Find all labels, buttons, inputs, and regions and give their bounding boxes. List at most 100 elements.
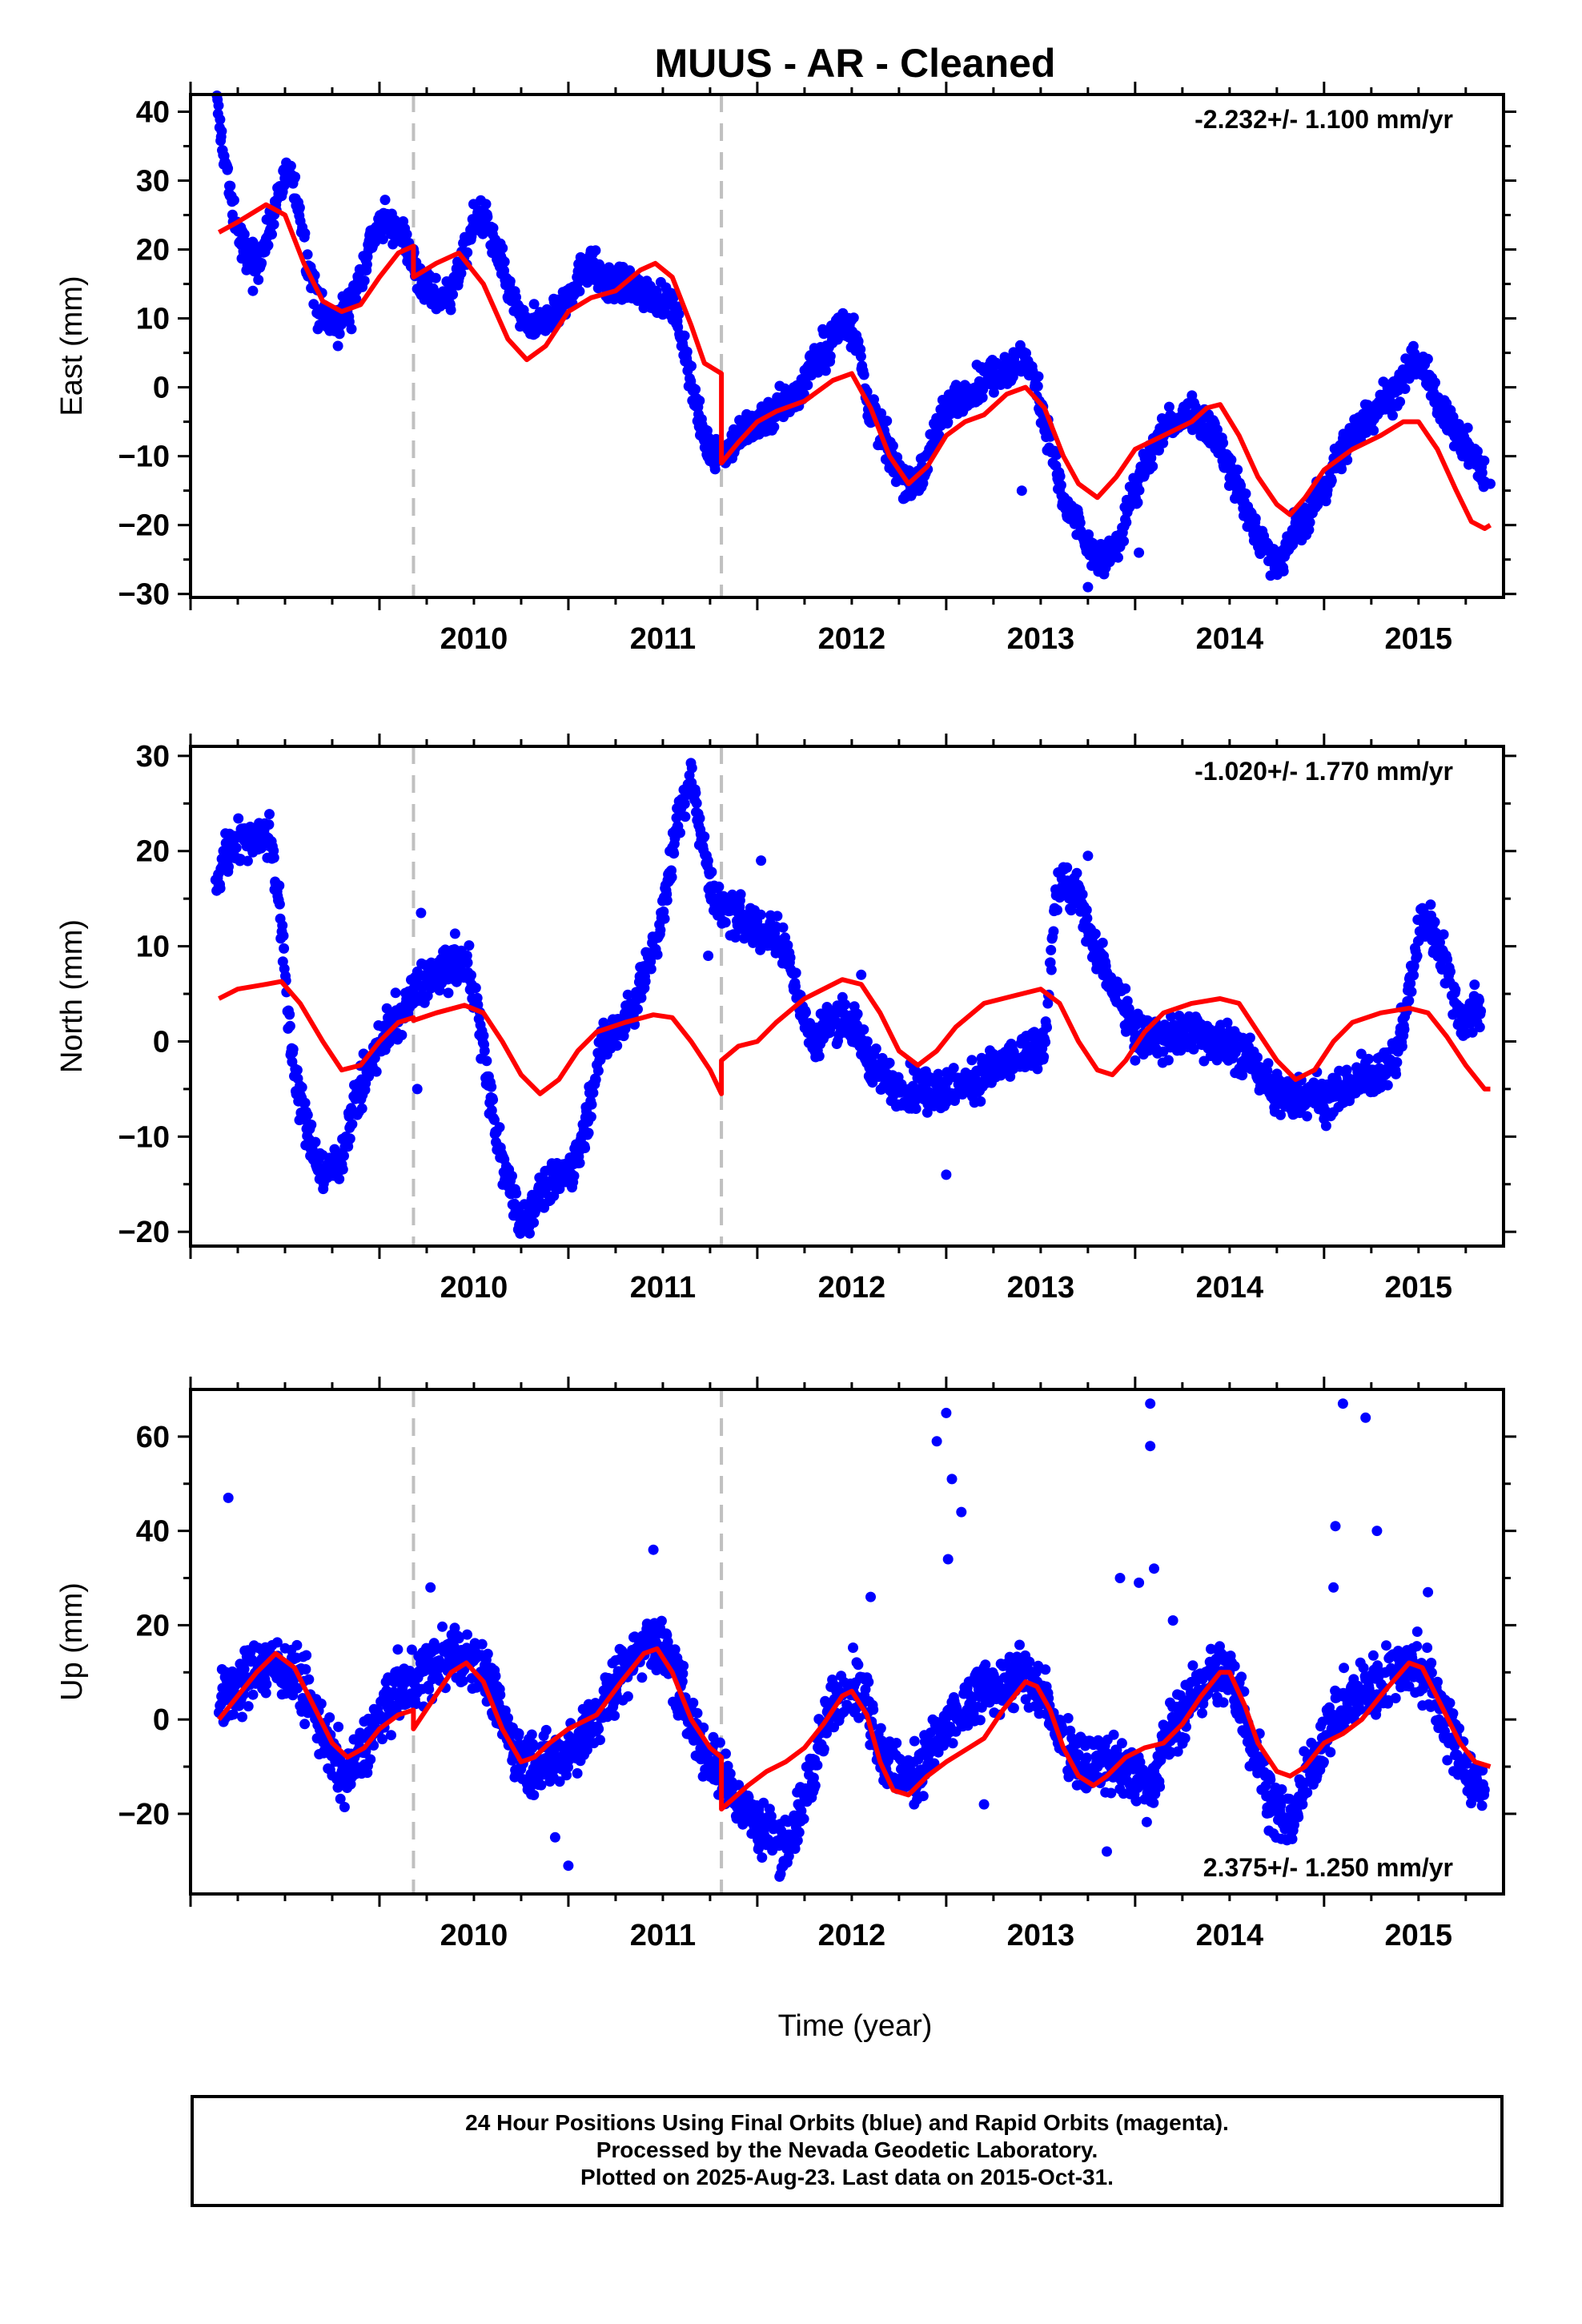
x-tick-label: 2013 (1007, 1271, 1075, 1305)
data-point (691, 798, 702, 809)
outlier-point (1134, 547, 1145, 558)
data-point (820, 365, 831, 376)
data-point (813, 1051, 825, 1062)
data-point (1113, 552, 1123, 563)
data-point (1046, 944, 1057, 955)
data-point (1250, 513, 1261, 524)
data-point (690, 384, 701, 395)
data-point (284, 1009, 295, 1020)
data-point (1438, 929, 1449, 940)
data-point (592, 1065, 604, 1076)
data-point (966, 1055, 978, 1066)
data-point (790, 967, 801, 979)
data-point (261, 1679, 272, 1690)
data-point (263, 819, 275, 830)
data-point (524, 1228, 535, 1239)
data-point (1469, 979, 1480, 991)
data-point (239, 229, 250, 239)
data-point (443, 987, 454, 999)
outlier-point (703, 951, 714, 961)
data-point (231, 842, 242, 854)
data-point (1051, 449, 1062, 460)
data-point (302, 1109, 313, 1120)
data-point (306, 1120, 317, 1130)
data-point (1411, 951, 1423, 962)
data-point (333, 1721, 344, 1732)
data-point (1472, 446, 1483, 456)
data-point (679, 330, 690, 341)
data-point (1212, 424, 1223, 436)
data-point (675, 827, 685, 838)
data-point (855, 351, 866, 362)
outlier-point (941, 1169, 952, 1180)
y-tick-label: −20 (118, 509, 170, 543)
data-point (1399, 1023, 1410, 1035)
data-point (1240, 489, 1251, 499)
data-point (379, 195, 391, 206)
data-point (504, 275, 516, 287)
data-point (228, 1709, 239, 1720)
data-point (351, 294, 362, 304)
data-point (1120, 983, 1131, 994)
y-tick-label: 10 (136, 303, 170, 336)
data-point (977, 392, 988, 403)
data-point (448, 289, 459, 300)
data-point (1395, 396, 1406, 408)
data-point (486, 1105, 497, 1116)
data-point (1429, 916, 1440, 927)
data-point (215, 114, 226, 125)
y-tick-label: 20 (136, 234, 170, 267)
data-point (1474, 995, 1485, 1006)
data-point (1450, 984, 1461, 995)
data-point (666, 871, 677, 883)
data-point (881, 416, 893, 427)
data-point (371, 1066, 382, 1077)
data-point (1278, 565, 1289, 577)
data-point (401, 229, 412, 240)
data-point (1052, 904, 1062, 915)
data-point (499, 256, 510, 267)
data-point (1479, 455, 1490, 466)
data-point (449, 928, 460, 939)
data-point (359, 275, 370, 286)
data-point (264, 809, 275, 820)
data-point (861, 1036, 873, 1047)
y-tick-label: 30 (136, 165, 170, 199)
data-point (711, 433, 721, 444)
data-point (1054, 471, 1066, 482)
data-point (1062, 862, 1073, 873)
data-point (225, 180, 236, 191)
data-point (574, 1157, 585, 1168)
x-tick-label: 2011 (630, 1271, 696, 1305)
data-point (462, 247, 473, 258)
data-point (294, 202, 305, 213)
data-point (1162, 1055, 1174, 1066)
data-point (279, 943, 290, 954)
data-point (457, 1675, 468, 1687)
data-point (365, 1754, 376, 1765)
y-tick-label: 40 (136, 96, 170, 130)
data-point (1304, 517, 1315, 528)
data-point (1425, 899, 1436, 911)
data-point (482, 211, 493, 223)
y-tick-label: 20 (136, 835, 170, 869)
data-point (1430, 377, 1440, 388)
data-point (476, 1638, 488, 1650)
data-point (690, 787, 701, 798)
data-point (730, 932, 741, 943)
data-point (466, 231, 477, 242)
x-tick-label: 2010 (440, 622, 508, 656)
data-point (344, 1133, 355, 1144)
data-point (887, 440, 898, 452)
data-point (699, 831, 710, 842)
data-point (590, 1074, 601, 1085)
data-point (645, 963, 656, 975)
data-point (659, 913, 670, 924)
data-point (1046, 964, 1057, 975)
data-point (334, 328, 345, 340)
data-point (574, 286, 585, 297)
data-point (884, 1057, 895, 1068)
data-point (785, 952, 796, 963)
data-point (256, 258, 267, 268)
